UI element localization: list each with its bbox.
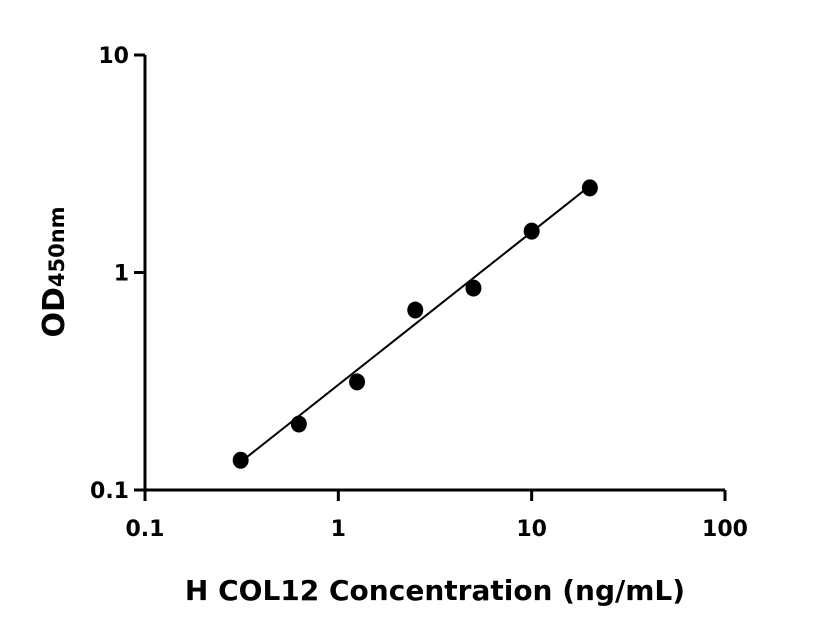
y-tick-label: 1 <box>114 262 129 287</box>
y-axis-label-main: OD <box>37 287 72 337</box>
y-axis-label: OD450nm <box>37 206 72 337</box>
data-point <box>290 415 307 433</box>
y-tick-label: 10 <box>98 44 129 69</box>
x-tick-label: 1 <box>331 517 346 542</box>
data-point <box>523 222 540 240</box>
x-axis-label: H COL12 Concentration (ng/mL) <box>185 574 685 607</box>
x-tick-label: 100 <box>702 517 748 542</box>
data-point <box>232 451 249 469</box>
x-tick-label: 0.1 <box>126 517 165 542</box>
data-point <box>349 373 366 391</box>
data-point <box>407 301 424 319</box>
data-point <box>465 279 482 297</box>
y-tick-label: 0.1 <box>90 479 129 504</box>
x-tick-label: 10 <box>516 517 547 542</box>
y-axis-label-subscript: 450nm <box>45 206 69 287</box>
data-point <box>581 179 598 197</box>
